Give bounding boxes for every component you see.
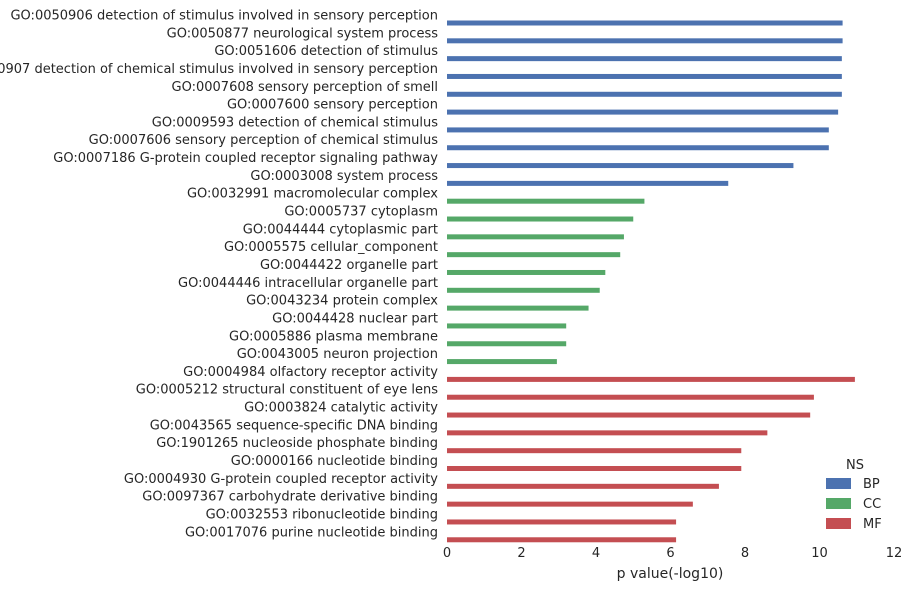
legend-label-bp: BP bbox=[863, 477, 880, 492]
category-label: GO:0051606 detection of stimulus bbox=[214, 44, 438, 59]
category-label: GO:0007606 sensory perception of chemica… bbox=[89, 133, 439, 148]
x-tick-label: 2 bbox=[517, 546, 525, 561]
bar-bp bbox=[447, 38, 843, 44]
bar-cc bbox=[447, 252, 621, 258]
category-label: GO:0044444 cytoplasmic part bbox=[243, 222, 438, 237]
bar-mf bbox=[447, 501, 693, 507]
category-label: GO:0007608 sensory perception of smell bbox=[172, 80, 438, 95]
category-label: GO:0000166 nucleotide binding bbox=[231, 454, 438, 469]
bar-mf bbox=[447, 430, 768, 436]
bar-bp bbox=[447, 163, 794, 169]
x-tick-label: 6 bbox=[666, 546, 674, 561]
category-label: GO:0043005 neuron projection bbox=[237, 347, 438, 362]
bar-bp bbox=[447, 56, 842, 62]
category-label: GO:0043234 protein complex bbox=[246, 294, 438, 309]
bar-mf bbox=[447, 537, 677, 543]
legend-title: NS bbox=[846, 458, 864, 473]
x-tick-label: 0 bbox=[443, 546, 451, 561]
category-label: GO:0004930 G-protein coupled receptor ac… bbox=[124, 472, 438, 487]
x-tick-label: 10 bbox=[811, 546, 828, 561]
x-axis-label: p value(-log10) bbox=[617, 566, 724, 582]
bar-bp bbox=[447, 127, 829, 133]
bar-cc bbox=[447, 287, 600, 293]
bar-mf bbox=[447, 466, 742, 471]
bar-mf bbox=[447, 483, 719, 489]
category-label: GO:1901265 nucleoside phosphate binding bbox=[156, 436, 438, 451]
category-label: GO:0003008 system process bbox=[250, 169, 438, 184]
legend: NS BP CC MF bbox=[826, 458, 882, 532]
x-tick-label: 8 bbox=[741, 546, 749, 561]
x-tick-label: 4 bbox=[592, 546, 600, 561]
x-tick-labels: 0 2 4 6 8 10 12 bbox=[443, 546, 902, 561]
bars bbox=[447, 20, 855, 543]
category-label: GO:0050877 neurological system process bbox=[167, 26, 439, 41]
bar-bp bbox=[447, 109, 839, 115]
x-tick-label: 12 bbox=[886, 546, 903, 561]
bar-mf bbox=[447, 519, 677, 525]
category-label: GO:0044422 organelle part bbox=[260, 258, 438, 273]
bar-bp bbox=[447, 91, 842, 97]
bar-cc bbox=[447, 234, 624, 240]
category-label: GO:0009593 detection of chemical stimulu… bbox=[152, 115, 438, 130]
legend-label-mf: MF bbox=[863, 517, 882, 532]
bar-mf bbox=[447, 394, 814, 400]
bar-cc bbox=[447, 216, 634, 222]
bar-mf bbox=[447, 448, 742, 454]
category-label: GO:0007600 sensory perception bbox=[227, 98, 438, 113]
bar-mf bbox=[447, 376, 855, 382]
bar-bp bbox=[447, 73, 842, 79]
legend-label-cc: CC bbox=[863, 497, 881, 512]
bar-bp bbox=[447, 145, 829, 151]
category-label: GO:0050907 detection of chemical stimulu… bbox=[0, 62, 438, 77]
legend-swatch-cc bbox=[826, 498, 851, 509]
bar-bp bbox=[447, 180, 729, 186]
bar-cc bbox=[447, 198, 645, 204]
legend-swatch-bp bbox=[826, 478, 851, 489]
category-label: GO:0005212 structural constituent of eye… bbox=[136, 383, 438, 398]
bar-bp bbox=[447, 20, 843, 26]
legend-swatch-mf bbox=[826, 518, 851, 529]
bar-cc bbox=[447, 341, 567, 347]
bar-mf bbox=[447, 412, 811, 418]
category-label: GO:0003824 catalytic activity bbox=[244, 401, 438, 416]
category-label: GO:0007186 G-protein coupled receptor si… bbox=[53, 151, 438, 166]
category-labels: GO:0050906 detection of stimulus involve… bbox=[0, 9, 438, 541]
category-label: GO:0044428 nuclear part bbox=[272, 311, 438, 326]
category-label: GO:0044446 intracellular organelle part bbox=[178, 276, 438, 291]
category-label: GO:0005886 plasma membrane bbox=[229, 329, 438, 344]
category-label: GO:0004984 olfactory receptor activity bbox=[183, 365, 438, 380]
category-label: GO:0050906 detection of stimulus involve… bbox=[10, 9, 438, 24]
category-label: GO:0005575 cellular_component bbox=[224, 240, 438, 255]
category-label: GO:0017076 purine nucleotide binding bbox=[185, 525, 438, 540]
category-label: GO:0005737 cytoplasm bbox=[284, 205, 438, 220]
category-label: GO:0032553 ribonucleotide binding bbox=[206, 507, 438, 522]
category-label: GO:0043565 sequence-specific DNA binding bbox=[150, 418, 438, 433]
bar-cc bbox=[447, 359, 557, 365]
category-label: GO:0032991 macromolecular complex bbox=[187, 187, 438, 202]
bar-cc bbox=[447, 269, 606, 275]
category-label: GO:0097367 carbohydrate derivative bindi… bbox=[142, 490, 438, 505]
bar-cc bbox=[447, 305, 589, 311]
bar-cc bbox=[447, 323, 567, 329]
